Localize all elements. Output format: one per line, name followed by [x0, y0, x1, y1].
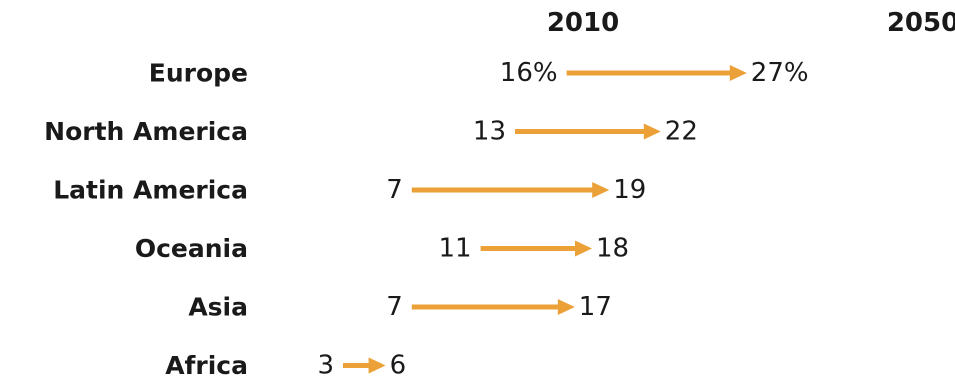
end-value-europe: 27%: [751, 58, 809, 88]
end-value-latin-america: 19: [613, 175, 646, 205]
start-value-europe: 16%: [500, 58, 558, 88]
region-label-europe: Europe: [149, 59, 248, 88]
region-label-north-america: North America: [44, 117, 248, 146]
column-header-2010: 2010: [547, 8, 619, 38]
region-label-latin-america: Latin America: [53, 176, 248, 205]
start-value-oceania: 11: [439, 234, 472, 264]
start-value-north-america: 13: [473, 117, 506, 147]
arrow-head-asia: [557, 299, 575, 315]
region-label-oceania: Oceania: [135, 234, 248, 263]
region-label-africa: Africa: [165, 351, 248, 380]
end-value-north-america: 22: [665, 117, 698, 147]
start-value-latin-america: 7: [386, 175, 403, 205]
arrow-head-north-america: [643, 123, 661, 140]
region-label-asia: Asia: [188, 293, 248, 322]
end-value-asia: 17: [579, 292, 612, 322]
arrow-head-europe: [729, 65, 747, 81]
arrow-head-latin-america: [592, 182, 610, 198]
start-value-asia: 7: [386, 292, 403, 322]
start-value-africa: 3: [317, 351, 334, 381]
end-value-africa: 6: [390, 351, 407, 381]
arrow-head-oceania: [575, 240, 592, 257]
column-header-2050: 2050: [887, 8, 955, 38]
chart-rows: Europe 16% 27% North America 13 22 Latin Ameri…: [44, 58, 808, 381]
end-value-oceania: 18: [596, 234, 629, 264]
arrow-head-africa: [368, 357, 386, 374]
